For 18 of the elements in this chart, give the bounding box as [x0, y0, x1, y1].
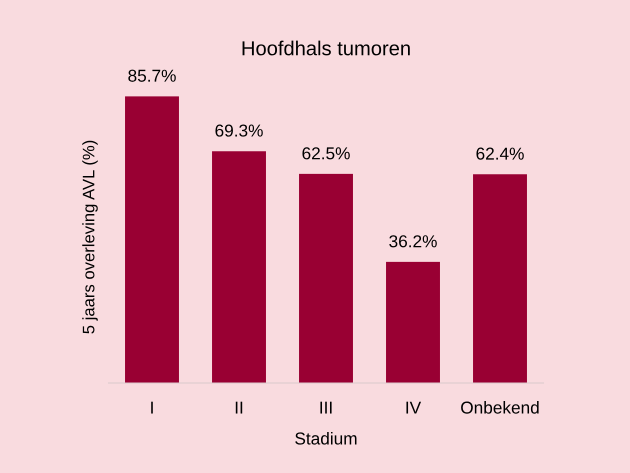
data-label: 85.7%	[128, 70, 176, 82]
x-tick-label: III	[320, 402, 332, 414]
bar	[125, 96, 179, 383]
x-tick-label: Onbekend	[461, 401, 539, 414]
data-label: 62.5%	[302, 147, 350, 160]
x-tick-label: I	[151, 402, 153, 414]
chart-title: Hoofdhals tumoren	[242, 40, 410, 56]
data-label: 36.2%	[389, 235, 437, 248]
bar	[212, 151, 266, 383]
x-tick-label: II	[236, 402, 242, 414]
bar	[386, 262, 440, 383]
x-tick-label: IV	[406, 402, 422, 414]
x-axis-title: Stadium	[295, 432, 356, 445]
y-axis-title: 5 jaars overleving AVL (%)	[82, 140, 98, 334]
bar	[473, 174, 527, 383]
data-label: 69.3%	[215, 124, 263, 137]
data-label: 62.4%	[476, 148, 524, 160]
bar	[299, 174, 353, 383]
